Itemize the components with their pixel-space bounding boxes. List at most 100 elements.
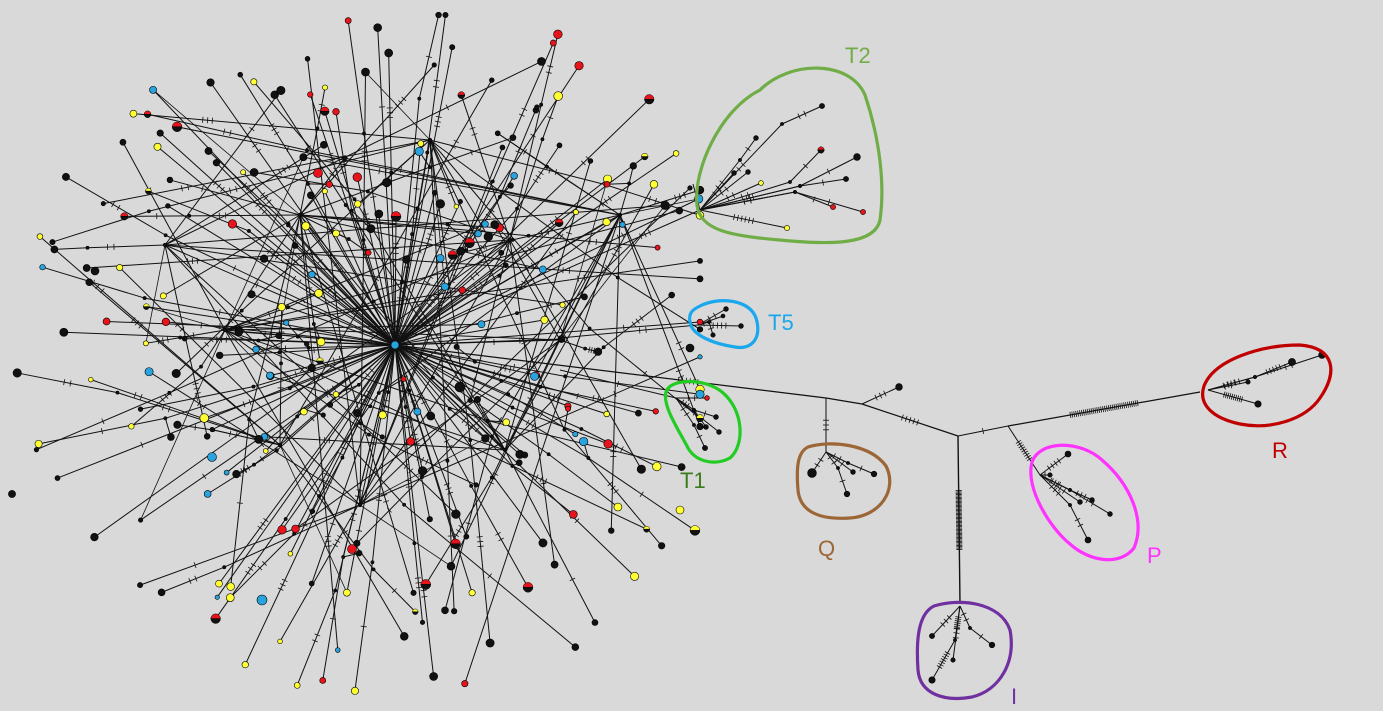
- network-edge: [253, 81, 355, 200]
- mutation-tick: [116, 204, 121, 211]
- haplotype-node: [254, 434, 264, 444]
- mutation-tick: [523, 149, 528, 155]
- mutation-tick: [1086, 408, 1089, 415]
- network-edge: [324, 111, 396, 346]
- mutation-tick: [538, 171, 544, 176]
- haplotype-node: [469, 484, 474, 488]
- haplotype-node: [481, 434, 490, 443]
- mutation-tick: [279, 583, 286, 587]
- mutation-tick: [955, 616, 962, 618]
- mutation-tick: [487, 573, 492, 579]
- network-edge: [144, 297, 396, 346]
- haplotype-node: [311, 322, 316, 326]
- mutation-tick: [292, 275, 297, 282]
- haplotype-node: [431, 62, 437, 68]
- haplotype-node: [510, 464, 515, 468]
- haplotype-node: [12, 368, 22, 378]
- cluster-label-r: R: [1272, 438, 1288, 463]
- mutation-tick: [396, 303, 403, 306]
- mutation-tick: [1098, 406, 1101, 413]
- haplotype-node: [461, 680, 469, 688]
- mutation-tick: [405, 479, 412, 482]
- mutation-tick: [450, 145, 456, 149]
- haplotype-node: [317, 494, 321, 499]
- network-edge: [394, 319, 545, 346]
- haplotype-node: [313, 168, 323, 178]
- network-edge: [152, 89, 396, 346]
- haplotype-node-part: [143, 114, 152, 118]
- haplotype-node: [562, 427, 567, 432]
- mutation-tick: [1049, 477, 1053, 484]
- haplotype-node: [341, 555, 346, 559]
- network-edge: [504, 449, 596, 623]
- network-edge: [299, 214, 315, 325]
- haplotype-node: [352, 172, 362, 182]
- mutation-tick: [403, 463, 409, 469]
- mutation-tick: [874, 394, 878, 401]
- haplotype-node: [658, 542, 666, 550]
- mutation-tick: [249, 188, 255, 194]
- mutation-tick: [535, 474, 539, 481]
- haplotype-node: [1084, 536, 1092, 544]
- haplotype-node: [414, 146, 424, 156]
- haplotype-node: [50, 245, 59, 254]
- haplotype-node-part: [447, 250, 458, 256]
- haplotype-node: [332, 229, 340, 238]
- mutation-tick: [1117, 403, 1120, 410]
- haplotype-node: [453, 343, 460, 350]
- network-edge: [504, 346, 605, 451]
- mutation-tick: [1073, 411, 1076, 418]
- network-edge: [1069, 489, 1111, 515]
- mutation-tick: [324, 535, 331, 538]
- mutation-tick: [394, 103, 400, 109]
- haplotype-node: [440, 282, 449, 291]
- mutation-tick: [267, 248, 272, 255]
- haplotype-node: [286, 223, 290, 228]
- haplotype-node: [39, 264, 46, 271]
- mutation-tick: [202, 116, 204, 123]
- mutation-tick: [443, 482, 450, 486]
- haplotype-node: [692, 408, 696, 412]
- network-edge: [224, 329, 405, 637]
- mutation-tick: [432, 226, 435, 233]
- network-edge: [94, 239, 511, 538]
- mutation-tick: [384, 169, 387, 176]
- haplotype-node: [417, 466, 428, 476]
- mutation-tick: [576, 393, 579, 400]
- mutation-tick: [473, 284, 478, 290]
- mutation-tick: [140, 441, 144, 448]
- haplotype-node: [509, 134, 517, 141]
- haplotype-node: [449, 44, 456, 51]
- haplotype-node: [306, 181, 310, 186]
- haplotype-node: [870, 470, 878, 478]
- mutation-tick: [294, 371, 298, 378]
- haplotype-node: [353, 539, 361, 547]
- haplotype-node: [320, 412, 326, 418]
- haplotype-node: [216, 351, 224, 360]
- mutation-tick: [599, 201, 604, 207]
- mutation-tick: [453, 139, 460, 144]
- haplotype-node: [367, 432, 371, 437]
- haplotype-node: [333, 588, 338, 593]
- network-edge: [276, 344, 396, 451]
- mutation-tick: [978, 633, 984, 640]
- haplotype-node: [163, 416, 168, 421]
- mutation-tick: [398, 384, 405, 387]
- mutation-tick: [1134, 400, 1137, 407]
- network-edge: [299, 214, 339, 651]
- haplotype-node: [1068, 488, 1072, 492]
- mutation-tick: [197, 400, 202, 407]
- haplotype-node-part: [143, 306, 150, 310]
- mutation-tick: [408, 468, 414, 474]
- haplotype-node: [442, 12, 449, 18]
- mutation-tick: [314, 346, 321, 349]
- haplotype-node: [293, 682, 301, 689]
- mutation-tick: [167, 406, 171, 413]
- network-edge: [394, 286, 446, 346]
- mutation-tick: [1109, 404, 1112, 411]
- mutation-tick: [383, 399, 390, 402]
- mutation-tick: [1018, 444, 1024, 449]
- mutation-tick: [469, 149, 473, 156]
- haplotype-node-part: [522, 582, 534, 588]
- haplotype-node: [119, 138, 127, 146]
